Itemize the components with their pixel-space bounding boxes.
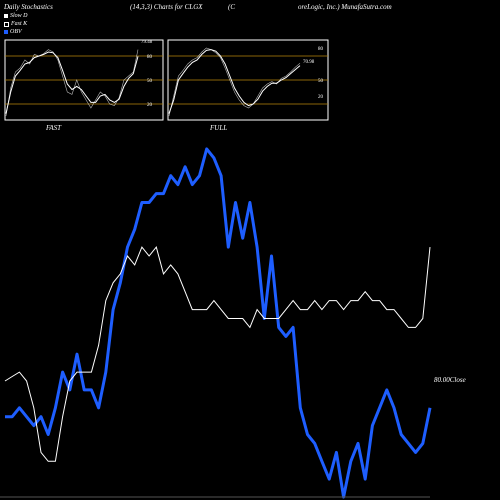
fast-panel-label: FAST — [46, 124, 62, 132]
legend-swatch-fast-k — [4, 21, 9, 27]
legend: Slow D Fast K OBV — [4, 12, 28, 36]
full-panel-label: FULL — [210, 124, 228, 132]
legend-label-fast-k: Fast K — [11, 21, 28, 27]
legend-swatch-obv — [4, 30, 8, 34]
full-last-value: 70.98 — [303, 60, 315, 65]
fast-k-line — [5, 49, 139, 117]
full-tick-20: 20 — [318, 95, 324, 100]
fast-last-value: 79.48 — [141, 40, 153, 45]
chart-header-left: Daily Stochastics — [4, 3, 53, 11]
chart-header-right-open: (C — [228, 3, 235, 11]
legend-item-slow-d: Slow D — [4, 12, 28, 20]
full-k-line — [168, 47, 301, 117]
legend-label-slow-d: Slow D — [10, 13, 28, 19]
full-tick-80: 80 — [318, 47, 324, 52]
legend-item-fast-k: Fast K — [4, 20, 28, 28]
obv-series-line — [5, 147, 432, 499]
close-series-line — [4, 246, 431, 462]
legend-swatch-slow-d — [4, 14, 8, 18]
fast-tick-80: 80 — [147, 55, 153, 60]
legend-label-obv: OBV — [10, 29, 22, 35]
chart-header-right: oreLogic, Inc.) MunafaSutra.com — [298, 3, 392, 11]
fast-tick-50: 50 — [147, 79, 153, 84]
main-last-close-label: 80.00Close — [434, 376, 466, 384]
fast-tick-20: 20 — [147, 103, 153, 108]
full-tick-50: 50 — [318, 79, 324, 84]
legend-item-obv: OBV — [4, 28, 28, 36]
chart-header-center: (14,3,3) Charts for CLGX — [130, 3, 203, 11]
